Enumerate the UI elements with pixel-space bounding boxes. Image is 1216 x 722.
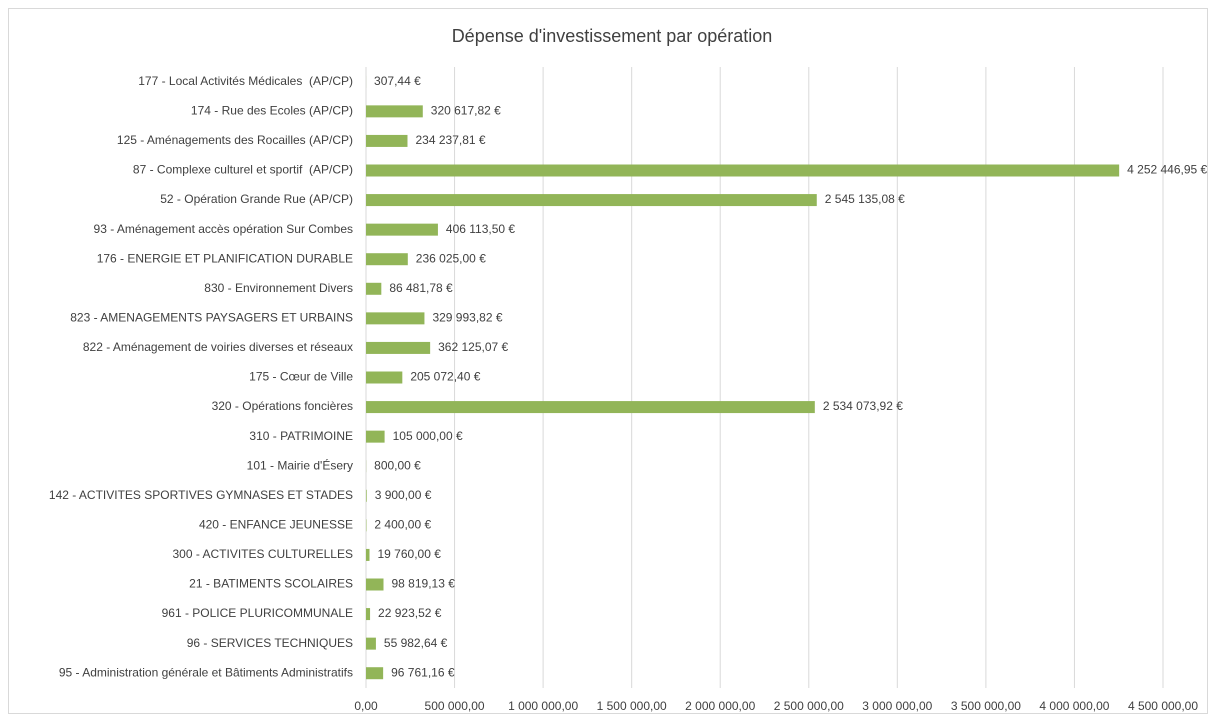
bar — [366, 608, 371, 621]
data-label: 4 252 446,95 € — [1127, 163, 1207, 177]
y-tick-label: 420 - ENFANCE JEUNESSE — [199, 518, 353, 532]
data-label: 362 125,07 € — [438, 340, 508, 354]
y-tick-label: 822 - Aménagement de voiries diverses et… — [83, 340, 353, 354]
y-tick-label: 174 - Rue des Ecoles (AP/CP) — [191, 104, 353, 118]
y-tick-label: 101 - Mairie d'Ésery — [247, 457, 353, 472]
data-label: 22 923,52 € — [378, 606, 442, 620]
x-tick-label: 0,00 — [354, 699, 378, 713]
data-label: 800,00 € — [374, 458, 421, 472]
y-tick-label: 176 - ENERGIE ET PLANIFICATION DURABLE — [97, 251, 353, 265]
bar — [366, 253, 408, 266]
data-label: 2 400,00 € — [374, 518, 431, 532]
y-tick-label: 961 - POLICE PLURICOMMUNALE — [162, 606, 353, 620]
data-label: 234 237,81 € — [415, 133, 485, 147]
data-label: 55 982,64 € — [384, 636, 448, 650]
x-tick-label: 500 000,00 — [425, 699, 485, 713]
y-tick-label: 125 - Aménagements des Rocailles (AP/CP) — [117, 133, 353, 147]
y-tick-label: 310 - PATRIMOINE — [249, 429, 353, 443]
data-label: 98 819,13 € — [392, 577, 456, 591]
x-tick-label: 2 500 000,00 — [774, 699, 844, 713]
x-tick-label: 4 500 000,00 — [1128, 699, 1198, 713]
data-label: 3 900,00 € — [375, 488, 432, 502]
bar — [366, 223, 438, 236]
chart-title: Dépense d'investissement par opération — [452, 26, 773, 46]
bar — [366, 489, 367, 502]
bar — [366, 282, 382, 295]
data-label: 2 534 073,92 € — [823, 399, 903, 413]
y-tick-label: 142 - ACTIVITES SPORTIVES GYMNASES ET ST… — [49, 488, 353, 502]
data-label: 205 072,40 € — [410, 370, 480, 384]
y-tick-label: 87 - Complexe culturel et sportif (AP/CP… — [133, 163, 353, 177]
bar — [366, 548, 370, 561]
bar — [366, 637, 376, 650]
data-label: 236 025,00 € — [416, 251, 486, 265]
data-label: 105 000,00 € — [393, 429, 463, 443]
x-tick-label: 3 500 000,00 — [951, 699, 1021, 713]
bar — [366, 430, 385, 443]
chart-frame — [8, 8, 1208, 714]
bar — [366, 312, 425, 325]
x-tick-label: 1 500 000,00 — [597, 699, 667, 713]
data-label: 2 545 135,08 € — [825, 192, 905, 206]
bar — [366, 164, 1120, 177]
y-tick-label: 177 - Local Activités Médicales (AP/CP) — [138, 74, 353, 88]
x-tick-label: 3 000 000,00 — [862, 699, 932, 713]
data-label: 19 760,00 € — [377, 547, 441, 561]
bar — [366, 341, 431, 354]
bar — [366, 667, 384, 680]
bar — [366, 578, 384, 591]
y-tick-label: 300 - ACTIVITES CULTURELLES — [172, 547, 353, 561]
data-label: 329 993,82 € — [432, 311, 502, 325]
data-label: 320 617,82 € — [431, 104, 501, 118]
y-tick-label: 830 - Environnement Divers — [204, 281, 353, 295]
bar — [366, 371, 403, 384]
data-label: 86 481,78 € — [389, 281, 453, 295]
data-label: 96 761,16 € — [391, 665, 455, 679]
x-tick-label: 4 000 000,00 — [1039, 699, 1109, 713]
bar — [366, 401, 815, 414]
x-tick-label: 2 000 000,00 — [685, 699, 755, 713]
bar — [366, 134, 408, 147]
bar — [366, 194, 817, 207]
data-label: 406 113,50 € — [446, 222, 516, 236]
y-tick-label: 95 - Administration générale et Bâtiment… — [59, 665, 353, 679]
y-tick-label: 52 - Opération Grande Rue (AP/CP) — [160, 192, 353, 206]
bar — [366, 105, 423, 118]
y-tick-label: 320 - Opérations foncières — [212, 399, 353, 413]
y-tick-label: 93 - Aménagement accès opération Sur Com… — [94, 222, 353, 236]
y-tick-label: 823 - AMENAGEMENTS PAYSAGERS ET URBAINS — [70, 311, 353, 325]
y-tick-label: 21 - BATIMENTS SCOLAIRES — [189, 577, 353, 591]
y-tick-label: 175 - Cœur de Ville — [249, 370, 353, 384]
x-tick-label: 1 000 000,00 — [508, 699, 578, 713]
y-tick-label: 96 - SERVICES TECHNIQUES — [187, 636, 353, 650]
data-label: 307,44 € — [374, 74, 421, 88]
